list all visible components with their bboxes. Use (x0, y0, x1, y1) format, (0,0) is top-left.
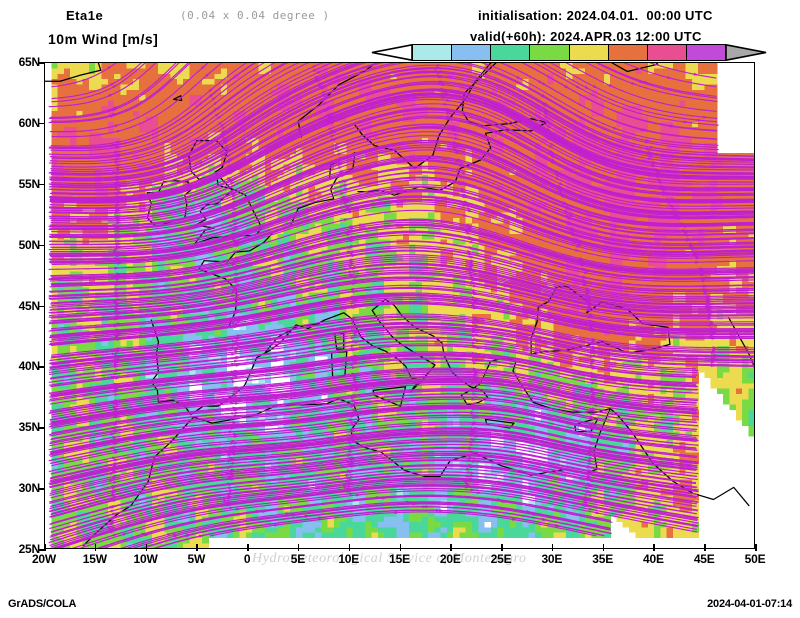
lon-label-50E: 50E (744, 552, 766, 566)
colorbar-segment-6 (647, 45, 687, 60)
lon-tick-35E (602, 544, 605, 551)
lat-tick-50N (38, 244, 45, 247)
colorbar-low-arrow (371, 44, 413, 61)
lat-label-65N: 65N (18, 55, 41, 69)
lon-tick-40E (653, 544, 655, 551)
colorbar-segment-7 (686, 45, 725, 60)
header-model-name: Eta1e (66, 8, 104, 23)
lat-label-30N: 30N (18, 481, 41, 496)
lat-label-50N: 50N (18, 237, 41, 252)
lon-label-35E: 35E (592, 552, 614, 566)
lat-tick-40N (38, 366, 45, 368)
lon-tick-50E (755, 544, 757, 551)
header-resolution: (0.04 x 0.04 degree ) (180, 9, 330, 22)
footer-timestamp: 2024-04-01-07:14 (707, 598, 792, 610)
lat-tick-55N (38, 183, 45, 186)
lon-tick-0 (247, 544, 249, 551)
header-variable-title: 10m Wind [m/s] (48, 31, 159, 47)
colorbar-segments (412, 44, 726, 61)
lon-label-10E: 10E (338, 552, 360, 566)
lat-tick-35N (38, 427, 45, 429)
lon-tick-20E (450, 544, 452, 551)
lon-label-30E: 30E (541, 552, 563, 566)
lon-tick-45E (704, 544, 706, 551)
wind-field-svg (45, 63, 754, 548)
header-valid-time: valid(+60h): 2024.APR.03 12:00 UTC (470, 29, 702, 44)
lat-tick-25N (38, 549, 45, 551)
lon-label-15E: 15E (389, 552, 410, 566)
lon-tick-10W (145, 544, 148, 551)
lat-tick-30N (38, 488, 45, 490)
lon-tick-20W (44, 544, 46, 551)
lon-label-5W: 5W (187, 552, 206, 566)
lon-label-5E: 5E (290, 552, 306, 566)
lon-tick-15W (94, 544, 97, 551)
lat-tick-60N (38, 122, 45, 125)
colorbar-segment-3 (530, 45, 570, 60)
lat-tick-45N (38, 305, 45, 307)
lon-tick-30E (551, 544, 554, 551)
footer-source: GrADS/COLA (8, 598, 77, 610)
lat-label-60N: 60N (18, 115, 41, 130)
lon-tick-15E (399, 544, 401, 551)
watermark: Hydrometeorological Service of Montenegr… (252, 551, 527, 566)
lon-tick-5E (297, 544, 300, 551)
lon-label-0: 0 (243, 552, 251, 566)
lon-label-15W: 15W (82, 552, 107, 566)
colorbar-segment-0 (413, 45, 453, 60)
lon-label-20E: 20E (439, 552, 461, 566)
header-initialisation-time: initialisation: 2024.04.01. 00:00 UTC (478, 8, 713, 23)
colorbar-segment-2 (491, 45, 531, 60)
lat-label-45N: 45N (18, 298, 41, 313)
colorbar-high-arrow (725, 44, 767, 61)
lat-label-25N: 25N (18, 542, 41, 556)
lat-label-35N: 35N (18, 420, 41, 435)
lon-tick-10E (348, 544, 351, 551)
lon-tick-5W (196, 544, 198, 551)
lon-label-25E: 25E (490, 552, 512, 566)
lon-label-40E: 40E (643, 552, 664, 566)
lon-label-10W: 10W (133, 552, 158, 566)
colorbar: 0.5135710152030 (371, 44, 767, 72)
lat-label-40N: 40N (18, 359, 41, 374)
wind-direction-arrows (107, 63, 722, 538)
lon-tick-25E (501, 544, 503, 551)
map-plot-area[interactable] (44, 62, 755, 549)
lat-tick-65N (38, 62, 45, 64)
colorbar-segment-1 (452, 45, 492, 60)
colorbar-segment-4 (569, 45, 609, 60)
colorbar-segment-5 (608, 45, 648, 60)
lat-label-55N: 55N (18, 176, 41, 191)
lon-label-45E: 45E (693, 552, 715, 566)
lon-label-20W: 20W (31, 552, 57, 566)
